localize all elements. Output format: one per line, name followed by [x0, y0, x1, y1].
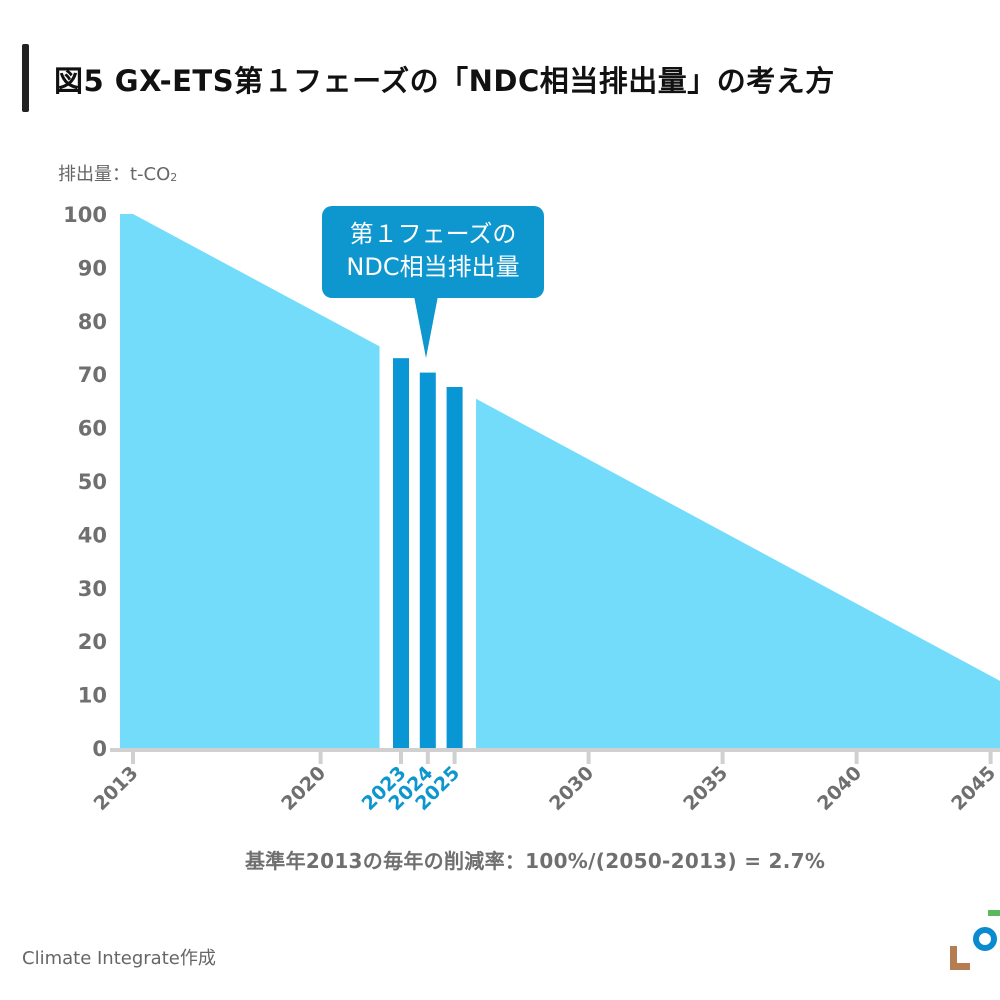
y-tick-label-30: 30	[78, 577, 107, 601]
y-tick-label-80: 80	[78, 310, 107, 334]
x-axis	[110, 748, 1000, 752]
bar-2023	[393, 358, 409, 748]
y-tick-label-40: 40	[78, 523, 107, 547]
y-tick-label-90: 90	[78, 256, 107, 280]
logo-brown-corner	[950, 946, 970, 970]
x-tick-mark-2024	[425, 752, 430, 764]
callout-line-2: NDC相当排出量	[346, 253, 520, 281]
x-tick-mark-2030	[586, 752, 591, 764]
area-layer	[120, 214, 1000, 748]
x-axis-line	[110, 748, 1000, 752]
x-tick-label-2030: 2030	[545, 762, 598, 815]
y-tick-label-0: 0	[92, 737, 107, 761]
phase1-callout: 第１フェーズの NDC相当排出量	[322, 206, 544, 298]
x-tick-mark-2035	[720, 752, 725, 764]
y-tick-label-100: 100	[63, 203, 107, 227]
callout-line-1: 第１フェーズの	[349, 220, 517, 248]
climate-integrate-logo	[950, 910, 1000, 970]
bar-2025	[446, 387, 463, 748]
y-tick-label-70: 70	[78, 363, 107, 387]
x-tick-label-2040: 2040	[813, 762, 866, 815]
x-tick-label-2013: 2013	[90, 762, 143, 815]
y-axis-unit-label: 排出量：t-CO2	[58, 160, 177, 186]
source-credit: Climate Integrate作成	[22, 948, 216, 969]
y-tick-label-10: 10	[78, 684, 107, 708]
x-tick-mark-2025	[452, 752, 457, 764]
y-tick-label-50: 50	[78, 470, 107, 494]
y-tick-label-60: 60	[78, 417, 107, 441]
x-tick-mark-2020	[318, 752, 323, 764]
x-tick-mark-2045	[988, 752, 993, 764]
page-title: 図5 GX-ETS第１フェーズの「NDC相当排出量」の考え方	[54, 64, 835, 98]
x-tick-label-2035: 2035	[679, 762, 732, 815]
y-axis-unit-subscript: 2	[170, 171, 178, 184]
x-tick-label-2045: 2045	[947, 762, 1000, 815]
bar-layer	[393, 358, 463, 748]
x-tick-mark-2040	[854, 752, 859, 764]
x-tick-mark-2023	[399, 752, 403, 764]
bar-2024	[419, 372, 436, 748]
area-reduction-path-after	[476, 398, 1000, 748]
logo-blue-ring	[973, 927, 997, 951]
reduction-rate-note: 基準年2013の毎年の削減率：100%/(2050-2013) = 2.7%	[245, 849, 826, 873]
area-reduction-path-before	[120, 214, 380, 748]
callout-pointer	[414, 296, 438, 358]
x-tick-mark-2013	[131, 752, 135, 764]
y-axis-unit-main: 排出量：t-CO	[58, 164, 171, 185]
logo-green-bar	[988, 910, 1000, 916]
x-tick-label-2020: 2020	[277, 762, 330, 815]
title-accent-bar	[22, 44, 29, 112]
y-tick-label-20: 20	[78, 630, 107, 654]
y-axis-ticks: 0 10 20 30 40 50 60 70 80 90 100	[63, 203, 107, 761]
